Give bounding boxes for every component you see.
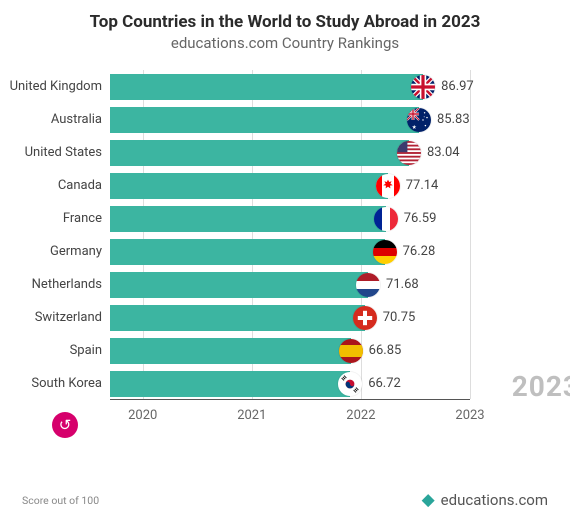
bar-row: France76.59 [110, 206, 470, 232]
value-label: 76.59 [404, 206, 437, 232]
chart-plot: United Kingdom86.97 Australia85.83 United … [110, 70, 470, 400]
bar [110, 74, 423, 100]
x-tick-label: 2023 [455, 408, 484, 423]
year-label: 2023 [512, 370, 570, 403]
bar-row: United States83.04 [110, 140, 470, 166]
bar-row: Germany76.28 [110, 239, 470, 265]
brand-logo: ◆ educations.com [422, 490, 548, 510]
bar-row: United Kingdom86.97 [110, 74, 470, 100]
chart-title: Top Countries in the World to Study Abro… [22, 12, 548, 32]
bar [110, 107, 419, 133]
chart-subtitle: educations.com Country Rankings [22, 34, 548, 52]
x-axis: 2020202120222023 [110, 408, 470, 424]
bar-row: South Korea66.72 [110, 371, 470, 397]
bar [110, 173, 388, 199]
country-label: South Korea [31, 371, 110, 397]
fr-flag-icon [374, 207, 398, 231]
country-label: Australia [51, 107, 110, 133]
bar-row: Australia85.83 [110, 107, 470, 133]
value-label: 76.28 [403, 239, 436, 265]
us-flag-icon [397, 141, 421, 165]
value-label: 86.97 [441, 74, 474, 100]
bar [110, 239, 385, 265]
country-label: Germany [50, 239, 110, 265]
ch-flag-icon [353, 306, 377, 330]
nl-flag-icon [356, 273, 380, 297]
x-tick-label: 2022 [346, 408, 375, 423]
bar-row: Netherlands71.68 [110, 272, 470, 298]
bar [110, 338, 351, 364]
bar [110, 140, 409, 166]
value-label: 77.14 [406, 173, 439, 199]
bar-row: Switzerland70.75 [110, 305, 470, 331]
country-label: France [63, 206, 110, 232]
country-label: United Kingdom [10, 74, 110, 100]
ca-flag-icon [376, 174, 400, 198]
value-label: 83.04 [427, 140, 460, 166]
footer: Score out of 100 ◆ educations.com [22, 490, 548, 510]
bar-row: Spain66.85 [110, 338, 470, 364]
x-tick-label: 2020 [128, 408, 157, 423]
bar-row: Canada77.14 [110, 173, 470, 199]
bar [110, 272, 368, 298]
chart-area: United Kingdom86.97 Australia85.83 United … [110, 70, 528, 424]
value-label: 85.83 [437, 107, 470, 133]
au-flag-icon [407, 108, 431, 132]
book-icon: ◆ [422, 490, 435, 510]
value-label: 66.85 [369, 338, 402, 364]
value-label: 66.72 [368, 371, 401, 397]
bar [110, 371, 350, 397]
country-label: Switzerland [35, 305, 110, 331]
de-flag-icon [373, 240, 397, 264]
country-label: Spain [70, 338, 110, 364]
value-label: 70.75 [383, 305, 416, 331]
gridline [470, 70, 471, 399]
kr-flag-icon [338, 372, 362, 396]
score-note: Score out of 100 [22, 494, 99, 507]
replay-button[interactable]: ↺ [52, 412, 78, 438]
country-label: Netherlands [32, 272, 110, 298]
value-label: 71.68 [386, 272, 419, 298]
es-flag-icon [339, 339, 363, 363]
x-tick-label: 2021 [237, 408, 266, 423]
bar [110, 305, 365, 331]
country-label: Canada [58, 173, 110, 199]
country-label: United States [25, 140, 110, 166]
replay-icon: ↺ [59, 416, 72, 434]
brand-text: educations.com [441, 491, 548, 509]
bar [110, 206, 386, 232]
uk-flag-icon [411, 75, 435, 99]
